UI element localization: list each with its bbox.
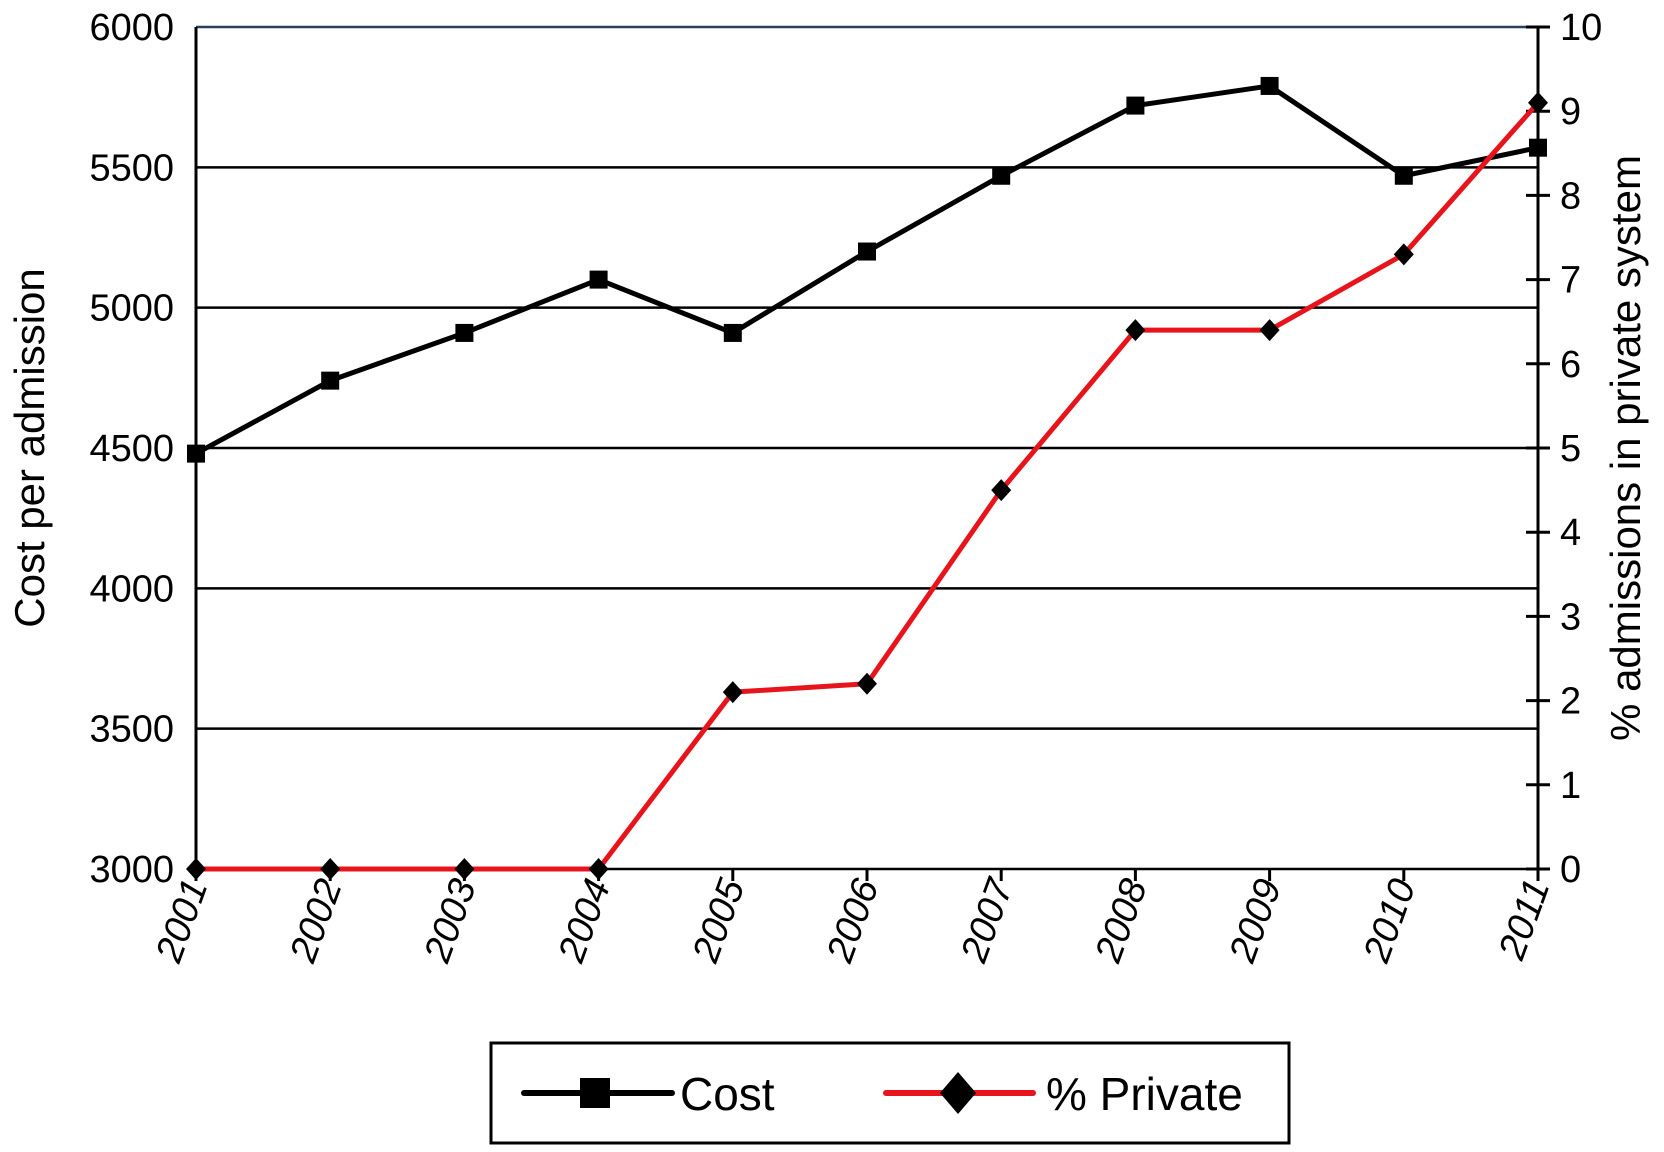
y-tick-label: 5500: [89, 147, 174, 189]
y2-tick-label: 2: [1560, 681, 1581, 723]
y-tick-label: 4000: [89, 568, 174, 610]
x-tick-label: 2010: [1356, 874, 1425, 969]
x-tick-label: 2011: [1491, 874, 1559, 966]
y2-tick-label: 10: [1560, 7, 1602, 49]
y2-tick-label: 6: [1560, 344, 1581, 386]
y2-tick-label: 7: [1560, 260, 1581, 302]
legend-private-marker: [940, 1072, 976, 1114]
x-tick-label: 2003: [416, 874, 485, 969]
legend-private-label: % Private: [1046, 1068, 1243, 1120]
cost-point: [455, 323, 474, 342]
legend-cost-label: Cost: [680, 1068, 775, 1120]
cost-point: [1529, 138, 1547, 157]
y-tick-label: 3000: [89, 849, 174, 891]
private-point: [186, 858, 206, 880]
legend: Cost % Private: [489, 1041, 1291, 1145]
private-point: [1393, 243, 1414, 266]
private-point: [588, 858, 609, 880]
cost-point: [1394, 166, 1413, 185]
cost-point: [1126, 96, 1145, 115]
cost-point: [187, 444, 205, 463]
y2-tick-label: 1: [1560, 765, 1581, 807]
y2-tick-label: 8: [1560, 175, 1581, 217]
series-cost: [187, 76, 1547, 463]
cost-point: [858, 242, 876, 261]
x-tick-label: 2005: [685, 873, 754, 969]
private-point: [722, 681, 743, 704]
right-tick-labels: 0 1 2 3 4 5 6 7 8 9 10: [1560, 7, 1602, 891]
y2-axis-label: % admissions in private system: [1602, 155, 1649, 741]
gridlines: [194, 25, 1550, 881]
y-tick-label: 5000: [89, 288, 174, 330]
legend-cost-marker: [580, 1078, 610, 1108]
cost-point: [992, 166, 1011, 185]
y-tick-label: 4500: [89, 428, 174, 470]
cost-point: [589, 270, 608, 289]
y-tick-label: 6000: [89, 7, 174, 49]
y2-tick-label: 9: [1560, 91, 1581, 133]
y2-tick-label: 3: [1560, 596, 1581, 638]
cost-point: [321, 371, 340, 390]
x-tick-labels: 2001 2002 2003 2004 2005 2006 2007 2008 2009 2010…: [148, 872, 1559, 968]
y2-tick-label: 5: [1560, 428, 1581, 470]
series-line: [196, 101, 1540, 872]
x-tick-label: 2006: [819, 873, 888, 969]
private-point: [1125, 319, 1146, 342]
private-point: [454, 858, 475, 880]
x-tick-label: 2008: [1087, 874, 1156, 969]
series-private: [186, 91, 1548, 880]
private-point: [991, 479, 1012, 502]
cost-point: [723, 323, 742, 342]
private-point: [857, 672, 877, 695]
y2-tick-label: 4: [1560, 512, 1581, 554]
x-tick-label: 2002: [282, 874, 351, 969]
x-tick-label: 2009: [1221, 874, 1290, 969]
y-tick-label: 3500: [89, 709, 174, 751]
y-axis-label: Cost per admission: [6, 268, 53, 627]
series-line: [194, 83, 1539, 456]
series-layer: [186, 76, 1548, 880]
cost-point: [1260, 76, 1279, 95]
private-point: [1259, 319, 1280, 342]
y2-tick-label: 0: [1560, 849, 1581, 891]
x-tick-label: 2004: [550, 874, 619, 969]
private-point: [1528, 91, 1548, 114]
private-point: [320, 858, 341, 880]
x-tick-label: 2007: [953, 872, 1022, 968]
left-tick-labels: 3000 3500 4000 4500 5000 5500 6000: [89, 7, 174, 891]
